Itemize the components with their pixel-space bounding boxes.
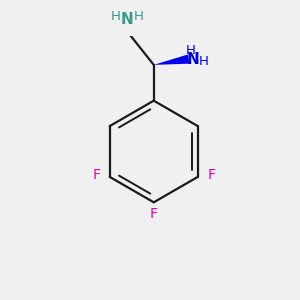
Text: N: N [187,52,200,67]
Text: H: H [111,10,121,23]
Text: N: N [121,12,134,27]
Polygon shape [154,55,189,65]
Text: F: F [207,168,215,182]
Text: H: H [133,10,143,23]
Text: F: F [92,168,100,182]
Text: F: F [150,207,158,221]
Text: H: H [199,56,209,68]
Text: H: H [186,44,196,57]
